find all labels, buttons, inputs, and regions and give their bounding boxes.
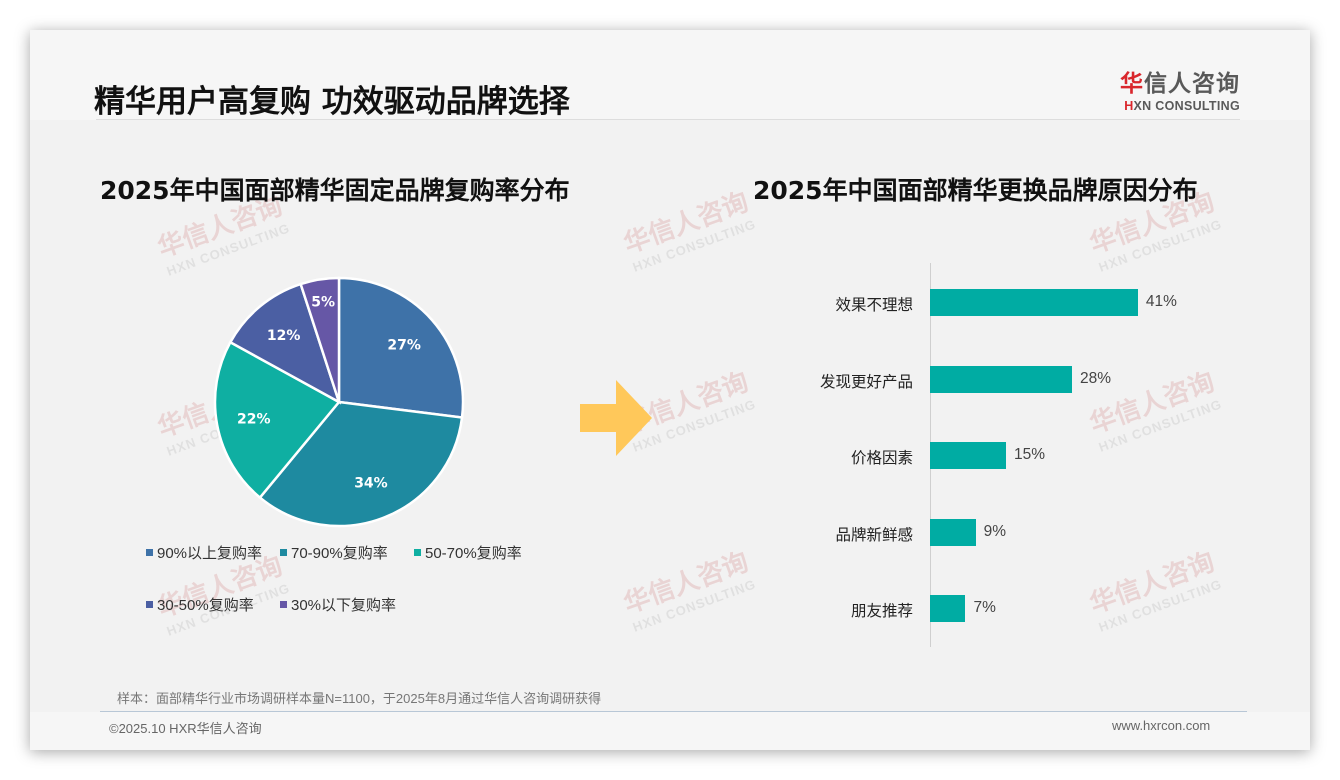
page-title: 精华用户高复购 功效驱动品牌选择 (94, 84, 570, 120)
bar-value-label: 28% (1079, 370, 1111, 387)
bar-value-label: 7% (973, 599, 996, 616)
pie-slice (228, 282, 342, 405)
footer-band (30, 712, 1310, 750)
legend-item: 30-50%复购率 (146, 594, 254, 615)
bar-category-label: 效果不理想 (835, 297, 913, 314)
bar (930, 289, 1138, 316)
logo-cn: 华信人咨询 (1120, 71, 1240, 97)
pie-slice-label: 27% (387, 338, 421, 354)
bar-value-label: 41% (1145, 293, 1177, 310)
legend-swatch (280, 549, 287, 556)
legend-label: 30%以下复购率 (291, 597, 397, 614)
pie-slice-label: 12% (267, 328, 301, 344)
title-divider (96, 119, 1240, 120)
bar-category-label: 朋友推荐 (850, 603, 913, 620)
bar (930, 442, 1007, 469)
legend-item: 30%以下复购率 (280, 594, 396, 615)
slide: 华信人咨询 HXN CONSULTING 华信人咨询 HXN CONSULTIN… (30, 30, 1310, 750)
pie-slice-label: 34% (354, 476, 388, 492)
legend-swatch (414, 549, 421, 556)
bar (930, 519, 976, 546)
website-link[interactable]: www.hxrcon.com (1112, 718, 1211, 733)
legend-swatch (146, 601, 153, 608)
pie-slice-label: 5% (311, 295, 335, 311)
pie-slice (337, 276, 465, 419)
bar (930, 595, 966, 622)
bar-value-label: 15% (1014, 446, 1046, 463)
legend-label: 70-90%复购率 (291, 545, 388, 562)
legend-label: 30-50%复购率 (157, 597, 254, 614)
legend-label: 90%以上复购率 (157, 545, 263, 562)
legend-item: 70-90%复购率 (280, 542, 388, 563)
company-logo: 华信人咨询 HXN CONSULTING (1110, 64, 1240, 113)
pie-slice (213, 340, 341, 500)
legend-item: 90%以上复购率 (146, 542, 262, 563)
bar (930, 366, 1072, 393)
bar-category-label: 价格因素 (850, 450, 913, 467)
pie-slice (258, 400, 464, 528)
legend-swatch (146, 549, 153, 556)
logo-en: HXN CONSULTING (1124, 99, 1240, 113)
source-note: 样本：面部精华行业市场调研样本量N=1100，于2025年8月通过华信人咨询调研… (117, 691, 602, 706)
pie-slice (299, 276, 341, 403)
legend-label: 50-70%复购率 (425, 545, 522, 562)
bar-category-label: 发现更好产品 (819, 374, 913, 391)
header-band (30, 30, 1310, 120)
legend-item: 50-70%复购率 (414, 542, 522, 563)
legend-swatch (280, 601, 287, 608)
bar-category-label: 品牌新鲜感 (835, 527, 913, 544)
copyright: ©2025.10 HXR华信人咨询 (109, 721, 262, 736)
pie-slice-label: 22% (237, 411, 271, 427)
right-arrow-icon (580, 380, 652, 456)
bar-chart-title: 2025年中国面部精华更换品牌原因分布 (753, 176, 1198, 205)
pie-chart-title: 2025年中国面部精华固定品牌复购率分布 (100, 176, 570, 205)
footer-divider (100, 711, 1247, 712)
bar-value-label: 9% (983, 523, 1007, 540)
pie-chart: 27% 34% 22% 12% 5% (213, 276, 465, 528)
